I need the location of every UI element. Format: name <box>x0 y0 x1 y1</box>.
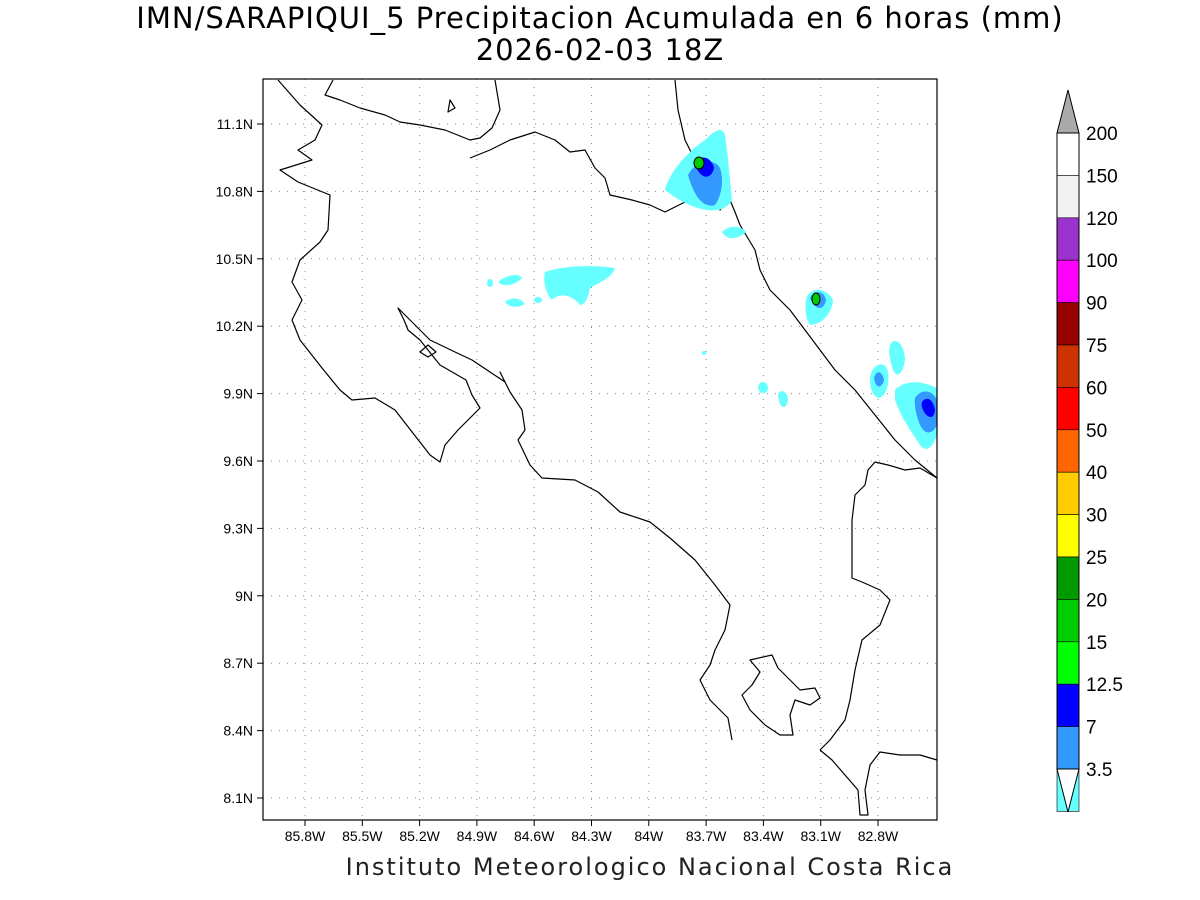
colorbar-swatch <box>1056 387 1080 431</box>
colorbar-label: 150 <box>1086 166 1118 187</box>
lat-tick-label: 10.8N <box>216 183 253 199</box>
colorbar-label: 3.5 <box>1086 760 1112 781</box>
colorbar-label: 30 <box>1086 506 1107 527</box>
colorbar-label: 15 <box>1086 633 1107 654</box>
lon-tick-label: 83.4W <box>743 828 784 844</box>
colorbar-swatch <box>1056 259 1080 303</box>
colorbar-swatch <box>1056 344 1080 388</box>
valid-time: 2026-02-03 18Z <box>475 33 725 67</box>
colorbar-label: 50 <box>1086 421 1107 442</box>
colorbar-label: 12.5 <box>1086 675 1123 696</box>
colorbar-frame <box>1056 132 1080 770</box>
lon-tick-label: 84.9W <box>457 828 498 844</box>
lat-tick-label: 9.3N <box>223 520 253 536</box>
colorbar-over-arrow <box>1056 89 1080 134</box>
lat-tick-label: 9.9N <box>223 386 253 402</box>
colorbar-swatch <box>1056 683 1080 727</box>
colorbar-swatch <box>1056 175 1080 219</box>
precip-area <box>811 292 821 306</box>
precip-area <box>487 279 493 287</box>
colorbar-swatch <box>1056 217 1080 261</box>
lat-tick-label: 11.1N <box>217 116 253 132</box>
precip-area <box>693 156 705 170</box>
precip-area <box>889 340 905 375</box>
colorbar-label: 100 <box>1086 251 1118 272</box>
precip-area <box>921 398 935 417</box>
colorbar-swatch <box>1056 429 1080 473</box>
colorbar-swatch <box>1056 471 1080 515</box>
lat-tick-label: 8.1N <box>223 790 253 806</box>
lon-tick-label: 83.7W <box>686 828 727 844</box>
colorbar-swatch <box>1056 514 1080 558</box>
colorbar-label: 60 <box>1086 378 1107 399</box>
lon-tick-label: 82.8W <box>858 828 899 844</box>
colorbar-label: 20 <box>1086 590 1107 611</box>
colorbar-label: 7 <box>1086 718 1097 739</box>
lon-tick-label: 85.2W <box>399 828 440 844</box>
lat-tick-label: 8.7N <box>223 655 253 671</box>
precip-area <box>722 226 746 239</box>
precip-area <box>505 298 525 307</box>
precip-area <box>688 161 723 206</box>
map-title: IMN/SARAPIQUI_5 Precipitacion Acumulada … <box>136 1 1064 35</box>
coastline <box>277 79 938 816</box>
colorbar-swatch <box>1056 641 1080 685</box>
lat-tick-label: 8.4N <box>223 723 253 739</box>
credit-text: Instituto Meteorologico Nacional Costa R… <box>345 853 955 881</box>
colorbar: 200 150 120 100 90 75 60 50 40 30 25 20 15 12.5 7 3.5 <box>1056 89 1123 813</box>
precip-area <box>874 372 884 387</box>
precip-area <box>544 266 615 305</box>
colorbar-swatch <box>1056 556 1080 600</box>
lon-tick-label: 83.1W <box>800 828 841 844</box>
lat-tick-label: 10.2N <box>216 318 253 334</box>
colorbar-swatch <box>1056 302 1080 346</box>
lon-tick-label: 84W <box>634 828 664 844</box>
precip-area <box>702 351 706 355</box>
colorbar-swatch <box>1056 726 1080 770</box>
colorbar-label: 40 <box>1086 463 1107 484</box>
lat-tick-label: 10.5N <box>216 251 253 267</box>
lon-tick-label: 84.3W <box>571 828 612 844</box>
precip-area <box>498 275 522 286</box>
lat-tick-label: 9.6N <box>223 453 253 469</box>
colorbar-label: 75 <box>1086 336 1107 357</box>
lon-tick-label: 85.5W <box>342 828 383 844</box>
colorbar-label: 200 <box>1086 124 1118 145</box>
lon-tick-labels: 85.8W 85.5W 85.2W 84.9W 84.6W 84.3W 84W 83.7W 83… <box>285 820 899 844</box>
lon-tick-label: 84.6W <box>514 828 555 844</box>
precip-area <box>758 382 768 394</box>
map-frame <box>262 78 938 821</box>
lon-tick-label: 85.8W <box>285 828 326 844</box>
lat-lon-grid <box>263 79 937 820</box>
colorbar-swatch <box>1056 132 1080 176</box>
precipitation-field <box>487 129 937 449</box>
colorbar-label: 25 <box>1086 548 1107 569</box>
precip-area <box>534 297 542 303</box>
lat-tick-label: 9N <box>235 588 253 604</box>
colorbar-label: 90 <box>1086 294 1107 315</box>
colorbar-label: 120 <box>1086 209 1118 230</box>
lat-tick-labels: 11.1N 10.8N 10.5N 10.2N 9.9N 9.6N 9.3N 9N 8.7N 8.… <box>216 116 263 806</box>
colorbar-swatch <box>1056 599 1080 643</box>
precip-area <box>778 391 788 408</box>
